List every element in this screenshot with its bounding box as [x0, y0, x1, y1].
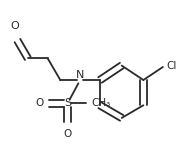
Text: O: O	[36, 98, 44, 108]
Text: S: S	[64, 98, 71, 108]
Text: O: O	[63, 129, 72, 139]
Text: N: N	[76, 70, 84, 80]
Text: O: O	[11, 21, 19, 31]
Text: CH₃: CH₃	[91, 98, 110, 108]
Text: Cl: Cl	[167, 60, 177, 71]
